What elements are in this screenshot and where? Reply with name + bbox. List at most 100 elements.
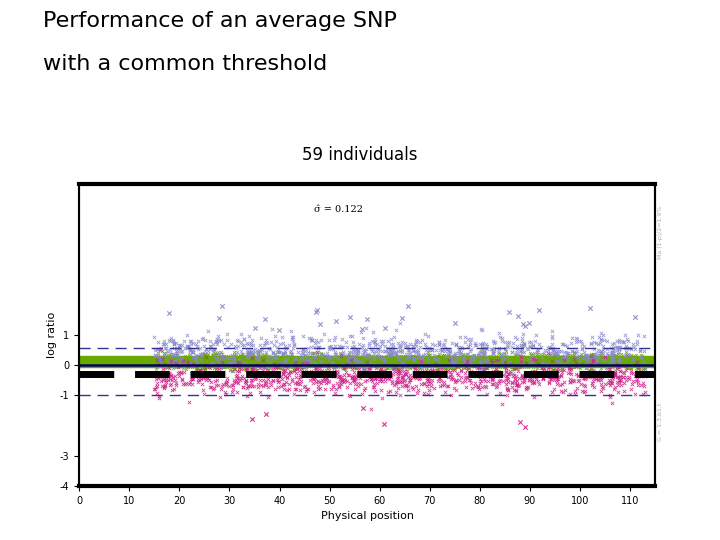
Point	[159, 380, 171, 389]
Point	[184, 355, 196, 363]
Point	[410, 348, 421, 356]
Point	[586, 357, 598, 366]
Point	[464, 338, 476, 347]
Point	[330, 363, 341, 372]
Point	[495, 359, 507, 367]
Point	[214, 355, 225, 364]
Point	[271, 355, 283, 364]
Point	[165, 356, 176, 364]
Point	[595, 347, 606, 356]
Point	[422, 376, 433, 385]
Point	[368, 355, 379, 363]
Point	[330, 362, 342, 370]
Point	[414, 364, 426, 373]
Point	[338, 363, 349, 372]
Point	[330, 317, 342, 326]
Point	[184, 355, 196, 364]
Point	[158, 356, 169, 364]
Point	[279, 372, 290, 380]
Point	[420, 345, 432, 354]
Point	[576, 354, 588, 363]
Point	[323, 361, 334, 370]
Point	[528, 359, 540, 367]
Point	[190, 363, 202, 372]
Point	[617, 360, 629, 369]
Point	[254, 347, 266, 356]
Point	[393, 359, 405, 367]
Point	[235, 355, 246, 364]
Point	[182, 341, 194, 350]
Point	[633, 359, 644, 368]
Point	[294, 372, 305, 381]
Point	[383, 350, 395, 359]
Point	[219, 352, 230, 360]
Point	[370, 353, 382, 361]
Point	[391, 362, 402, 371]
Point	[525, 338, 536, 347]
Point	[534, 362, 545, 370]
Point	[577, 358, 589, 367]
Point	[248, 346, 259, 355]
Point	[346, 373, 357, 382]
Point	[396, 381, 408, 390]
Point	[227, 362, 238, 371]
Point	[284, 360, 295, 368]
Point	[440, 357, 451, 366]
Point	[564, 377, 575, 386]
Point	[476, 353, 487, 362]
Point	[493, 377, 505, 386]
Point	[431, 366, 443, 374]
Point	[510, 381, 521, 390]
Point	[401, 360, 413, 368]
Point	[413, 350, 424, 359]
Point	[566, 359, 577, 368]
Point	[230, 357, 242, 366]
Point	[635, 353, 647, 361]
Point	[610, 354, 621, 363]
Point	[576, 349, 588, 358]
Point	[492, 355, 503, 364]
Point	[490, 356, 502, 364]
Point	[503, 370, 515, 379]
Point	[451, 362, 462, 370]
Point	[560, 357, 572, 366]
Point	[549, 347, 561, 355]
Point	[330, 384, 342, 393]
Point	[315, 358, 326, 367]
Point	[600, 356, 611, 364]
Point	[285, 327, 297, 335]
Point	[377, 355, 389, 363]
Point	[156, 355, 167, 364]
Point	[543, 361, 554, 369]
Point	[434, 352, 446, 361]
Point	[608, 352, 620, 360]
Point	[276, 359, 287, 367]
Point	[343, 359, 355, 367]
Point	[362, 367, 374, 376]
Point	[396, 353, 408, 362]
Point	[574, 356, 585, 365]
Point	[377, 340, 388, 349]
Point	[527, 355, 539, 364]
Point	[581, 354, 593, 363]
Point	[333, 382, 345, 390]
Point	[229, 358, 240, 367]
Point	[425, 382, 436, 390]
Point	[287, 352, 298, 360]
Point	[632, 368, 644, 377]
Point	[309, 352, 320, 361]
Point	[184, 336, 196, 345]
Point	[372, 352, 383, 361]
Point	[346, 355, 357, 364]
Point	[390, 363, 402, 372]
Point	[228, 361, 240, 370]
Point	[490, 353, 501, 362]
Point	[595, 387, 606, 395]
Point	[361, 351, 372, 360]
Point	[341, 350, 352, 359]
Point	[453, 362, 464, 370]
Point	[477, 339, 488, 348]
Point	[222, 362, 234, 370]
Point	[196, 349, 207, 358]
Point	[293, 360, 305, 369]
